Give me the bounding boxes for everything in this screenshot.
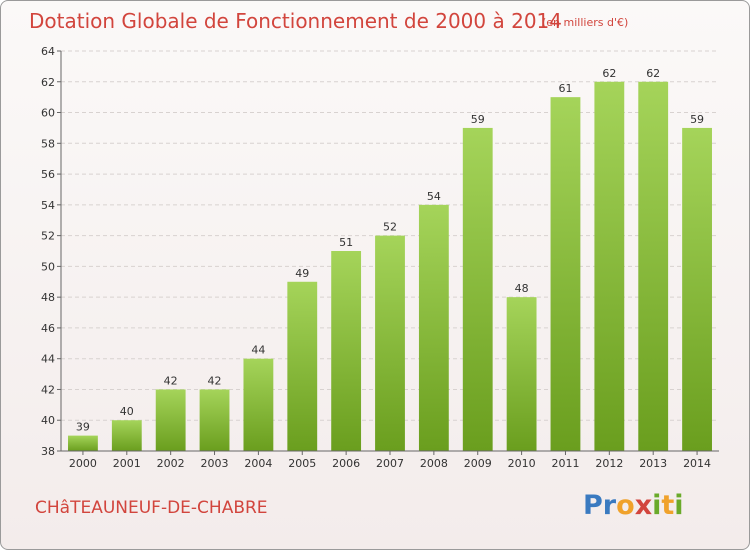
chart-subtitle: (en milliers d'€) (542, 16, 629, 29)
data-label: 62 (646, 67, 660, 80)
data-label: 62 (602, 67, 616, 80)
chart-title: Dotation Globale de Fonctionnement de 20… (29, 9, 562, 33)
bar (287, 281, 318, 451)
x-tick-label: 2010 (508, 457, 536, 470)
data-label: 48 (515, 282, 529, 295)
bar (418, 204, 449, 451)
y-tick-label: 54 (41, 199, 55, 212)
bars: 39 40 42 42 44 49 51 52 54 59 48 61 62 62 59 (68, 67, 712, 452)
bar (111, 420, 142, 451)
bar (638, 81, 669, 452)
data-label: 59 (471, 113, 485, 126)
data-label: 59 (690, 113, 704, 126)
x-tick-label: 2006 (332, 457, 360, 470)
x-tick-label: 2014 (683, 457, 711, 470)
x-tick-label: 2005 (288, 457, 316, 470)
data-label: 61 (558, 82, 572, 95)
x-tick-label: 2003 (201, 457, 229, 470)
x-tick-label: 2000 (69, 457, 97, 470)
y-tick-label: 40 (41, 414, 55, 427)
data-label: 40 (120, 405, 134, 418)
y-tick-label: 42 (41, 383, 55, 396)
y-tick-label: 56 (41, 168, 55, 181)
x-tick-label: 2009 (464, 457, 492, 470)
x-tick-label: 2008 (420, 457, 448, 470)
bar (682, 127, 712, 451)
data-label: 54 (427, 190, 441, 203)
data-label: 49 (295, 267, 309, 280)
bar (506, 297, 537, 451)
commune-name: CHâTEAUNEUF-DE-CHABRE (35, 498, 268, 518)
y-tick-label: 62 (41, 76, 55, 89)
y-tick-label: 50 (41, 260, 55, 273)
y-tick-label: 64 (41, 45, 55, 58)
y-tick-label: 38 (41, 445, 55, 458)
bar (199, 389, 230, 451)
y-tick-label: 48 (41, 291, 55, 304)
bar (331, 251, 362, 451)
x-tick-label: 2004 (244, 457, 272, 470)
bar (155, 389, 186, 451)
x-tick-label: 2012 (595, 457, 623, 470)
data-label: 39 (76, 421, 90, 434)
bar (375, 235, 405, 451)
bar (243, 358, 274, 451)
x-tick-label: 2011 (551, 457, 579, 470)
data-label: 42 (208, 374, 222, 387)
x-tick-label: 2001 (113, 457, 141, 470)
data-label: 42 (164, 374, 178, 387)
bar (462, 127, 493, 451)
bar (550, 97, 581, 452)
y-tick-label: 52 (41, 230, 55, 243)
x-tick-label: 2007 (376, 457, 404, 470)
y-tick-label: 46 (41, 322, 55, 335)
x-tick-label: 2002 (157, 457, 185, 470)
data-label: 51 (339, 236, 353, 249)
proxiti-logo[interactable]: Proxiti (583, 490, 684, 521)
y-tick-label: 58 (41, 137, 55, 150)
bar (594, 81, 625, 452)
y-tick-label: 44 (41, 353, 55, 366)
data-label: 44 (251, 344, 265, 357)
axes: 38 40 42 44 46 48 50 52 54 56 58 60 62 64 2000 2001 2002… (41, 45, 719, 470)
y-tick-label: 60 (41, 107, 55, 120)
bar (68, 435, 98, 451)
data-label: 52 (383, 221, 397, 234)
x-tick-label: 2013 (639, 457, 667, 470)
